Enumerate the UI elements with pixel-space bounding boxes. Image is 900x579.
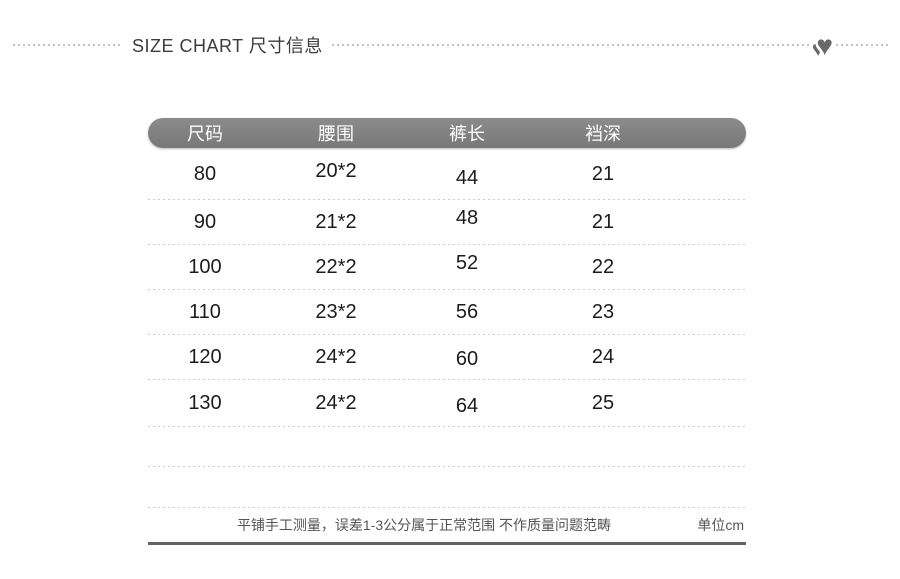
size-table: 尺码 腰围 裤长 裆深 80 20*2 44 21 90 21*2 48 21 … [148, 118, 746, 545]
cell-waist: 24*2 [315, 392, 357, 414]
cell-waist: 20*2 [315, 159, 357, 182]
cell-waist: 22*2 [315, 256, 357, 278]
measurement-note: 平铺手工测量，误差1-3公分属于正常范围 不作质量问题范畴 [236, 517, 612, 533]
cell-pants-length: 64 [455, 395, 479, 417]
cell-pants-length: 60 [455, 348, 479, 370]
table-header-bar: 尺码 腰围 裤长 裆深 [148, 118, 746, 148]
cell-crotch-depth: 24 [591, 346, 615, 368]
cell-crotch-depth: 21 [591, 162, 615, 185]
dotted-rule-left [13, 44, 123, 46]
table-row-100: 100 22*2 52 22 [148, 245, 746, 290]
cell-pants-length: 52 [455, 252, 479, 274]
cell-size: 130 [188, 392, 222, 414]
cell-size: 90 [193, 211, 217, 233]
heart-small-icon: ♥ [811, 37, 825, 61]
empty-row [148, 467, 746, 508]
table-row-80: 80 20*2 44 21 [148, 148, 746, 200]
cell-size: 120 [188, 346, 222, 368]
heart-big-icon: ♥ [816, 30, 833, 61]
cell-size: 100 [188, 256, 222, 278]
cell-waist: 24*2 [315, 346, 357, 368]
cell-crotch-depth: 25 [591, 392, 615, 414]
column-header-crotch-depth: 裆深 [585, 124, 621, 144]
section-header: SIZE CHART 尺寸信息 ♥ ♥ [13, 32, 888, 60]
cell-crotch-depth: 23 [591, 301, 615, 323]
column-header-waist: 腰围 [318, 124, 354, 144]
cell-size: 110 [189, 301, 221, 323]
cell-crotch-depth: 22 [591, 256, 615, 278]
dotted-rule-middle [331, 44, 809, 46]
section-title: SIZE CHART 尺寸信息 [132, 36, 323, 56]
table-row-90: 90 21*2 48 21 [148, 200, 746, 245]
unit-label: 单位cm [697, 517, 744, 533]
table-row-110: 110 23*2 56 23 [148, 290, 746, 335]
dotted-rule-right [836, 44, 888, 46]
cell-waist: 23*2 [315, 301, 357, 323]
table-row-130: 130 24*2 64 25 [148, 380, 746, 427]
cell-crotch-depth: 21 [591, 211, 615, 233]
column-header-size: 尺码 [187, 124, 223, 144]
cell-size: 80 [193, 162, 217, 185]
column-header-pants-length: 裤长 [449, 124, 485, 144]
cell-waist: 21*2 [315, 211, 357, 233]
empty-row [148, 427, 746, 467]
footer-note-row: 平铺手工测量，误差1-3公分属于正常范围 不作质量问题范畴 单位cm [148, 508, 746, 545]
hearts-icon: ♥ ♥ [812, 32, 833, 60]
table-row-120: 120 24*2 60 24 [148, 335, 746, 380]
cell-pants-length: 48 [455, 207, 479, 229]
cell-pants-length: 44 [455, 166, 479, 189]
cell-pants-length: 56 [455, 301, 479, 323]
